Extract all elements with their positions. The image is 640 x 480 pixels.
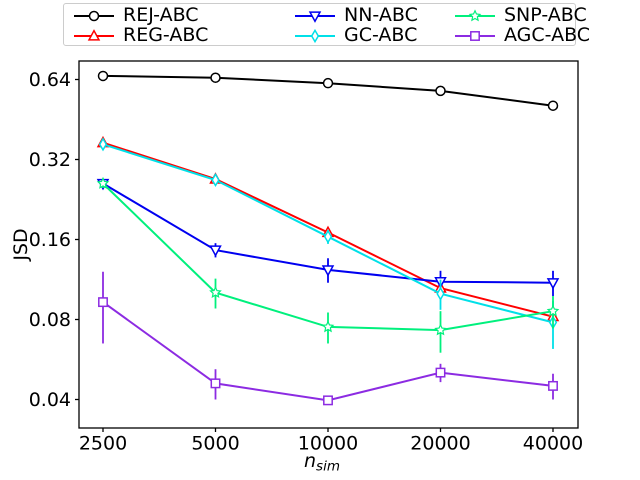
data-point-marker: [435, 367, 446, 378]
data-point-marker: [547, 100, 559, 111]
x-tick-label: 40000: [523, 433, 583, 455]
data-point-marker: [210, 378, 221, 389]
legend-label-reg-abc: REG-ABC: [123, 24, 209, 46]
legend-label-agc-abc: AGC-ABC: [504, 24, 591, 46]
data-point-marker: [434, 323, 447, 336]
rej-abc-marker-icon: [74, 10, 114, 21]
data-point-marker: [97, 70, 109, 82]
y-tick-label: 0.16: [29, 229, 71, 251]
x-tick-label: 10000: [298, 433, 358, 455]
data-point-marker: [210, 72, 221, 83]
data-point-marker: [323, 229, 333, 244]
series-rej-abc: [97, 70, 559, 111]
legend-sample-marker: [468, 8, 482, 21]
legend-label-snp-abc: SNP-ABC: [504, 4, 587, 26]
y-axis-label: JSD: [10, 228, 32, 261]
data-point-marker: [546, 278, 560, 290]
series-snp-abc: [96, 176, 560, 353]
x-tick-label: 5000: [191, 433, 239, 455]
x-axis-label-subscript: sim: [316, 459, 340, 475]
legend-sample-marker: [310, 28, 320, 43]
legend-column-1: REJ-ABC REG-ABC: [72, 5, 208, 45]
series-agc-abc: [98, 271, 558, 406]
legend-sample-marker: [87, 28, 101, 41]
legend-item-snp-abc: SNP-ABC: [453, 6, 590, 25]
x-tick-label: 20000: [410, 433, 470, 455]
legend: REJ-ABC REG-ABC NN-ABC GC-ABC SNP-ABC: [63, 3, 590, 46]
data-point-marker: [209, 285, 222, 298]
legend-label-nn-abc: NN-ABC: [344, 4, 418, 26]
data-point-marker: [211, 172, 220, 188]
legend-sample-marker: [470, 30, 480, 41]
y-tick-label: 0.04: [29, 389, 71, 411]
legend-item-nn-abc: NN-ABC: [293, 6, 418, 25]
data-point-marker: [323, 395, 333, 406]
snp-abc-marker-icon: [455, 8, 495, 21]
data-point-marker: [548, 380, 558, 391]
legend-item-rej-abc: REJ-ABC: [72, 6, 208, 25]
legend-item-gc-abc: GC-ABC: [293, 26, 418, 45]
y-tick-label: 0.32: [29, 149, 71, 171]
axis-ticks: 2500 5000 10000 20000 40000 0.64 0.32 0.16 0.08 0…: [29, 69, 584, 455]
legend-label-rej-abc: REJ-ABC: [123, 4, 199, 26]
data-point-marker: [321, 320, 335, 333]
data-point-marker: [321, 265, 335, 277]
series-line: [102, 182, 554, 332]
data-point-marker: [98, 297, 108, 308]
data-series: [96, 70, 560, 406]
agc-abc-marker-icon: [455, 30, 495, 41]
gc-abc-marker-icon: [295, 28, 335, 43]
x-tick-label: 2500: [79, 433, 127, 455]
axes-frame: [78, 60, 579, 429]
x-axis-label-main: n: [304, 450, 316, 472]
legend-sample-marker: [308, 10, 322, 23]
data-point-marker: [209, 245, 222, 257]
data-point-marker: [435, 85, 446, 97]
nn-abc-marker-icon: [295, 10, 335, 23]
legend-column-2: NN-ABC GC-ABC: [293, 5, 418, 45]
reg-abc-marker-icon: [74, 28, 114, 41]
legend-item-reg-abc: REG-ABC: [72, 26, 208, 45]
legend-item-agc-abc: AGC-ABC: [453, 26, 590, 45]
y-tick-label: 0.08: [29, 309, 71, 331]
legend-sample-marker: [88, 10, 100, 21]
y-tick-label: 0.64: [29, 69, 71, 91]
data-point-marker: [436, 286, 445, 301]
legend-column-3: SNP-ABC AGC-ABC: [453, 5, 590, 45]
data-point-marker: [98, 137, 108, 152]
legend-label-gc-abc: GC-ABC: [344, 24, 418, 46]
x-axis-label: nsim: [304, 450, 340, 475]
data-point-marker: [546, 304, 560, 317]
data-point-marker: [322, 77, 334, 89]
data-point-marker: [96, 176, 110, 189]
